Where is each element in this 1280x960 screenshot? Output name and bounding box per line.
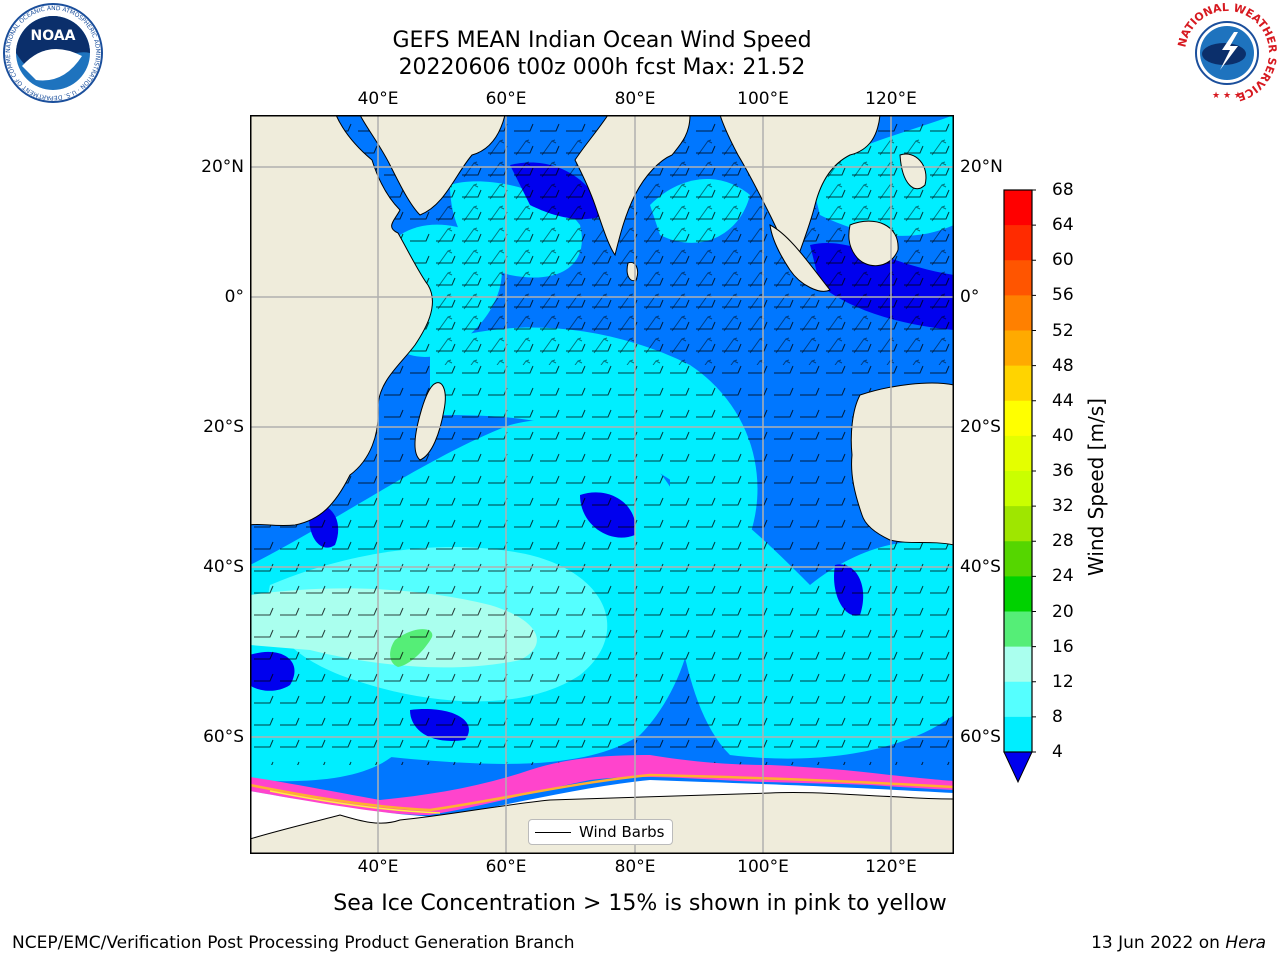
colorbar [1003, 189, 1036, 784]
sea-ice-band [250, 755, 954, 815]
land-arabia [359, 115, 506, 216]
colorbar-tick-label: 4 [1052, 742, 1063, 762]
colorbar-tick-label: 12 [1052, 671, 1074, 692]
colorbar-tick-label: 40 [1052, 425, 1074, 446]
lon-tick-top: 40°E [357, 89, 399, 109]
colorbar-tick-label: 56 [1052, 285, 1074, 306]
colorbar-segment [1004, 471, 1032, 507]
colorbar-tick-label: 52 [1052, 320, 1074, 341]
map-frame [250, 115, 954, 854]
lat-tick-right: 40°S [960, 557, 1001, 577]
lat-tick-right: 60°S [960, 727, 1001, 747]
lat-tick-right: 20°S [960, 417, 1001, 437]
colorbar-segment [1004, 435, 1032, 472]
lat-tick-left: 20°N [201, 157, 244, 177]
graticule [250, 115, 954, 854]
colorbar-tick-label: 44 [1052, 390, 1074, 411]
land-australia [850, 382, 954, 546]
nws-logo: NATIONAL WEATHER SERVICE ★ ★ ★ [1176, 2, 1278, 104]
colorbar-tick-label: 28 [1052, 531, 1074, 552]
land-philippines [899, 153, 927, 190]
colorbar-segment [1004, 506, 1032, 542]
colorbar-tick-label: 36 [1052, 461, 1074, 481]
colorbar-tick-label: 24 [1052, 566, 1074, 587]
wind-speed-map [250, 115, 954, 854]
lat-tick-left: 20°S [203, 417, 244, 437]
lat-tick-right: 0° [960, 287, 980, 307]
colorbar-segment [1004, 400, 1032, 437]
lon-tick-bottom: 80°E [614, 857, 656, 877]
lat-tick-left: 40°S [203, 557, 244, 577]
lon-tick-bottom: 120°E [865, 857, 917, 877]
map-legend: Wind Barbs [528, 819, 674, 845]
colorbar-segment [1004, 260, 1032, 296]
lat-tick-left: 60°S [203, 727, 244, 747]
lon-tick-bottom: 60°E [485, 857, 527, 877]
lon-tick-top: 100°E [737, 89, 789, 109]
wind-barb-legend-label: Wind Barbs [579, 823, 665, 841]
colorbar-axis-label: Wind Speed [m/s] [1084, 398, 1108, 576]
colorbar-segment [1004, 295, 1032, 331]
colorbar-tick-label: 20 [1052, 601, 1074, 622]
lat-tick-left: 0° [224, 287, 244, 307]
colorbar-segment [1004, 330, 1032, 367]
footer-machine: Hera [1225, 933, 1266, 953]
colorbar-segment [1004, 576, 1032, 612]
land-africa [250, 115, 433, 527]
chart-title: GEFS MEAN Indian Ocean Wind Speed [392, 28, 812, 53]
colorbar-segment [1004, 716, 1032, 753]
colorbar-tick-label: 32 [1052, 496, 1074, 517]
lon-tick-top: 60°E [485, 89, 527, 109]
colorbar-tick-label: 60 [1052, 250, 1074, 271]
wind-barb-legend-line [535, 831, 571, 833]
land-madagascar [414, 382, 446, 461]
sea-ice-edge [250, 773, 954, 812]
colorbar-segment [1004, 541, 1032, 577]
lon-tick-top: 120°E [865, 89, 917, 109]
chart-subtitle: 20220606 t00z 000h fcst Max: 21.52 [398, 55, 806, 80]
noaa-wordmark: NOAA [31, 28, 76, 44]
noaa-logo: NATIONAL OCEANIC AND ATMOSPHERIC ADMINIS… [2, 2, 103, 103]
svg-text:★ ★ ★: ★ ★ ★ [1212, 91, 1242, 101]
colorbar-under-triangle [1003, 751, 1033, 784]
footer-branch: NCEP/EMC/Verification Post Processing Pr… [12, 933, 575, 953]
lon-tick-bottom: 40°E [357, 857, 399, 877]
footer-date-text: 13 Jun 2022 on [1091, 933, 1226, 953]
land-sri-lanka [626, 261, 639, 282]
sea-ice-note: Sea Ice Concentration > 15% is shown in … [333, 891, 947, 916]
land-borneo [848, 220, 899, 267]
colorbar-tick-label: 16 [1052, 636, 1074, 657]
colorbar-labels: 68 64 60 56 52 48 44 40 36 32 28 24 20 16 12 8 4 [1052, 0, 1112, 960]
colorbar-tick-label: 64 [1052, 215, 1074, 236]
land-sumatra [769, 224, 831, 292]
colorbar-tick-label: 8 [1052, 706, 1063, 727]
land-india [574, 115, 691, 257]
colorbar-segment [1004, 225, 1032, 261]
colorbar-tick-label: 48 [1052, 355, 1074, 376]
lat-tick-right: 20°N [960, 157, 1003, 177]
sea-ice-inner [269, 790, 441, 814]
colorbar-segment [1004, 611, 1032, 648]
colorbar-segment [1004, 365, 1032, 402]
colorbar-segment [1004, 646, 1032, 683]
colorbar-tick-label: 68 [1052, 180, 1074, 200]
colorbar-segment [1004, 190, 1032, 226]
lon-tick-top: 80°E [614, 89, 656, 109]
colorbar-segment [1004, 681, 1032, 718]
lon-tick-bottom: 100°E [737, 857, 789, 877]
footer-date: 13 Jun 2022 on Hera [1091, 933, 1266, 953]
